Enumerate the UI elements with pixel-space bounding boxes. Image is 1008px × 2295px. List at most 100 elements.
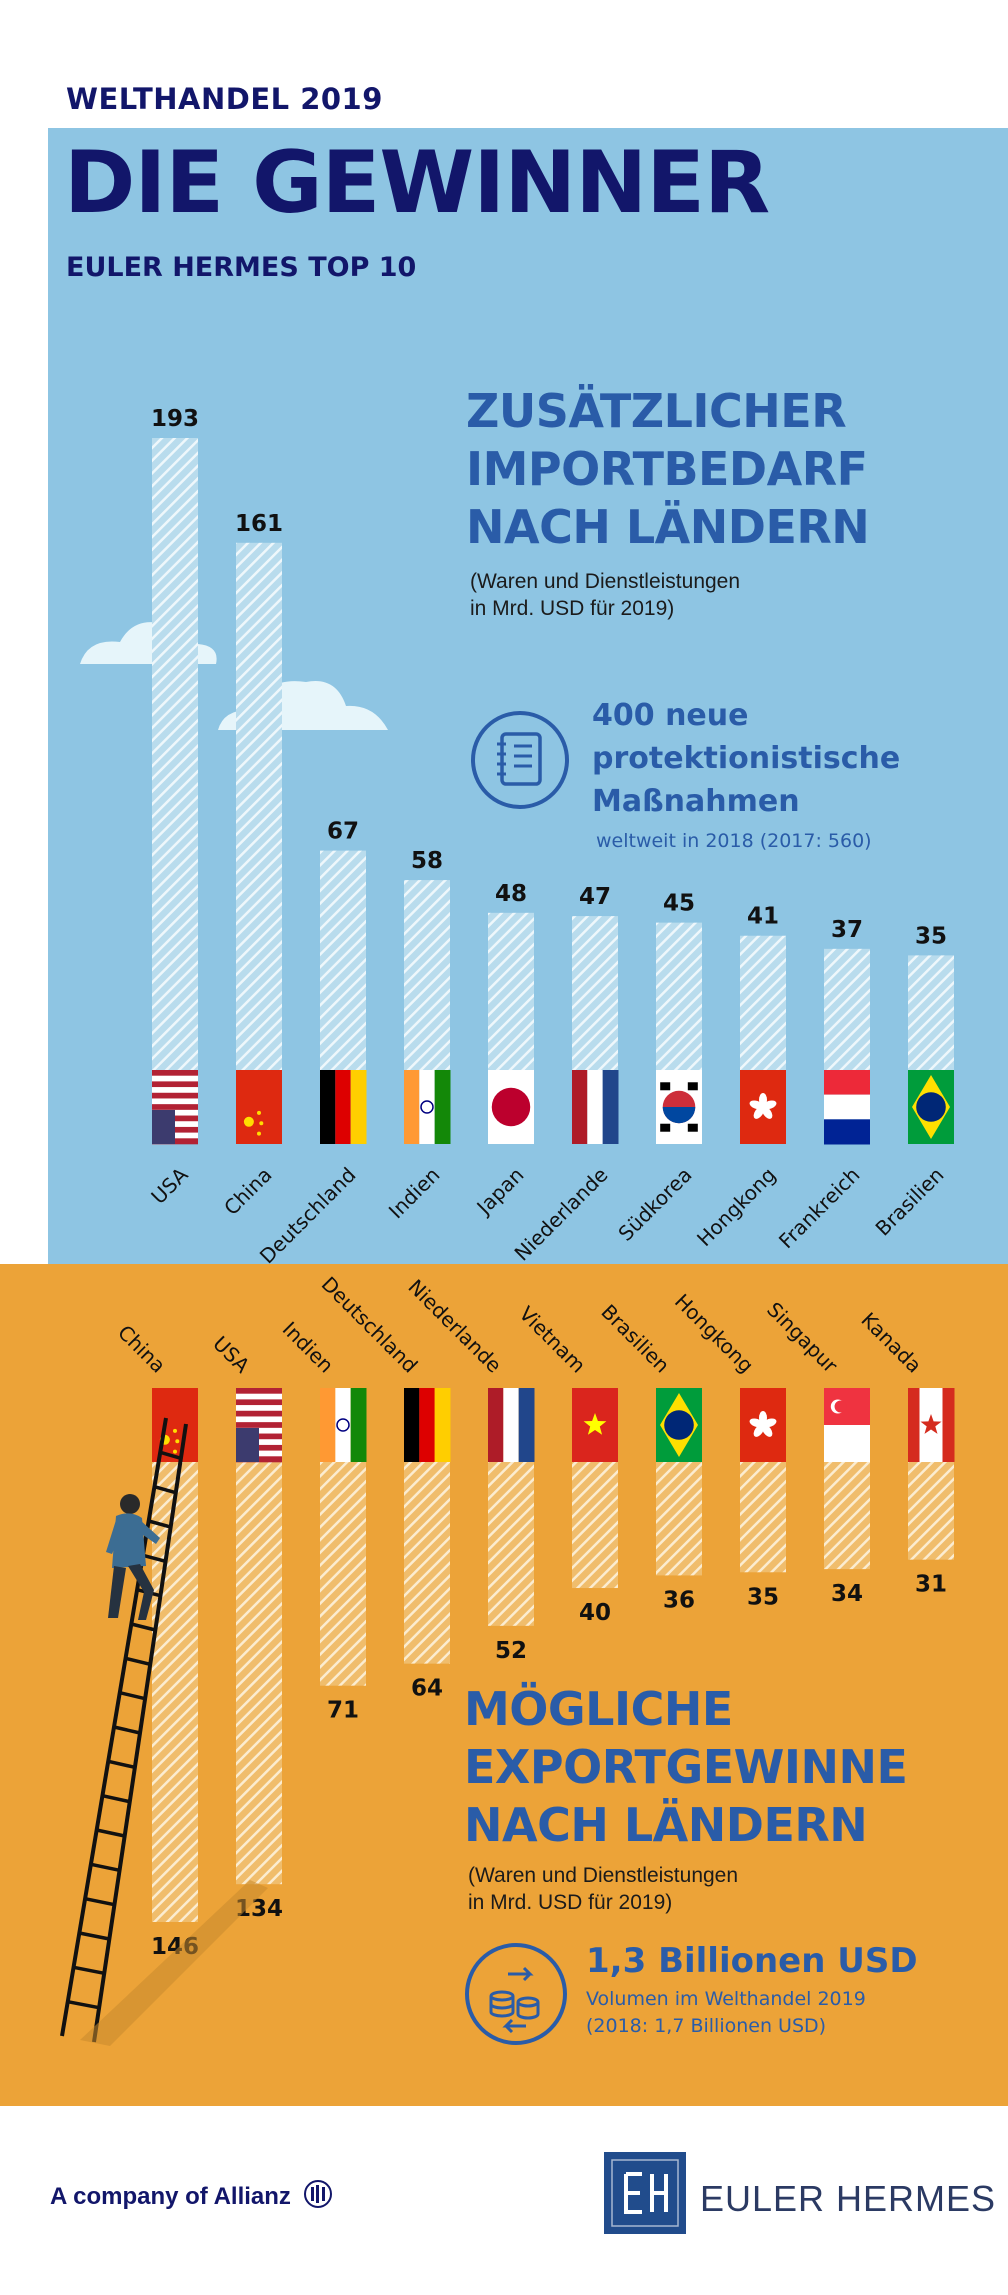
page-subtitle: EULER HERMES TOP 10: [66, 252, 417, 283]
trade-volume-note: Volumen im Welthandel 2019 (2018: 1,7 Bi…: [586, 1986, 866, 2040]
export-flags: [152, 1388, 955, 1463]
import-title-line: NACH LÄNDERN: [466, 500, 870, 554]
import-bar-china: [236, 542, 282, 1070]
import-value-label: 47: [579, 884, 611, 910]
flag-usa-icon: [152, 1070, 198, 1145]
brand-name: EULER HERMES: [700, 2178, 997, 2219]
flag-brasilien-icon: [908, 1070, 954, 1144]
flag-china-icon: [236, 1070, 282, 1144]
import-value-label: 45: [663, 891, 695, 917]
export-value-label: 71: [327, 1698, 359, 1724]
export-bar-indien: [320, 1462, 366, 1686]
export-bar-china: [152, 1462, 198, 1922]
export-title-line: NACH LÄNDERN: [464, 1798, 868, 1852]
import-title-line: ZUSÄTZLICHER: [466, 384, 847, 438]
import-category-label: USA: [146, 1162, 192, 1208]
export-bar-vietnam: [572, 1462, 618, 1589]
import-bar-sdkorea: [656, 922, 702, 1070]
flag-sdkorea-icon: [656, 1070, 702, 1144]
export-category-label: Indien: [278, 1317, 339, 1378]
kicker: WELTHANDEL 2019: [66, 82, 383, 116]
flag-usa-icon: [236, 1388, 282, 1463]
export-category-label: Vietnam: [515, 1302, 591, 1378]
trade-volume-note-line: Volumen im Welthandel 2019: [586, 1988, 866, 2010]
import-category-label: Frankreich: [774, 1163, 865, 1254]
import-flags: [152, 1070, 954, 1145]
protection-callout: 400 neue protektionistische Maßnahmen: [592, 694, 900, 823]
import-title-line: IMPORTBEDARF: [466, 442, 868, 496]
import-bar-usa: [152, 438, 198, 1070]
ladder-illustration: [60, 1417, 268, 2046]
allianz-logo-icon: [303, 2180, 332, 2208]
export-category-label: Singapur: [762, 1297, 843, 1378]
coins-exchange-icon: [464, 1942, 568, 2046]
import-value-label: 37: [831, 917, 863, 943]
trade-volume-note-line: (2018: 1,7 Billionen USD): [586, 2015, 827, 2037]
import-category-label: Hongkong: [692, 1163, 780, 1251]
flag-kanada-icon: [908, 1388, 955, 1462]
protection-callout-line: Maßnahmen: [592, 784, 800, 819]
export-category-label: Kanada: [856, 1308, 926, 1378]
export-value-label: 35: [747, 1584, 779, 1610]
export-value-label: 40: [579, 1600, 611, 1626]
import-bar-japan: [488, 912, 534, 1070]
allianz-tagline: A company of Allianz: [50, 2180, 332, 2211]
import-category-label: Japan: [471, 1163, 529, 1221]
export-bar-hongkong: [740, 1462, 786, 1573]
flag-japan-icon: [488, 1070, 534, 1144]
euler-hermes-logo: [604, 2152, 686, 2234]
flag-vietnam-icon: [572, 1388, 618, 1462]
export-bars: [152, 1462, 954, 1922]
export-bar-niederlande: [488, 1462, 534, 1626]
flag-indien-icon: [320, 1388, 367, 1462]
import-value-label: 58: [411, 848, 443, 874]
flag-niederlande-icon: [572, 1070, 619, 1144]
flag-deutschland-icon: [320, 1070, 367, 1144]
flag-hongkong-icon: [740, 1388, 786, 1462]
import-title: ZUSÄTZLICHER IMPORTBEDARF NACH LÄNDERN: [466, 382, 870, 556]
protection-callout-line: 400 neue: [592, 698, 749, 733]
import-category-label: China: [219, 1163, 276, 1220]
export-title-line: MÖGLICHE: [464, 1682, 733, 1736]
import-value-label: 35: [915, 923, 947, 949]
import-bar-hongkong: [740, 935, 786, 1070]
export-bar-brasilien: [656, 1462, 702, 1576]
flag-deutschland-icon: [404, 1388, 451, 1462]
import-bar-indien: [404, 880, 450, 1070]
import-value-label: 48: [495, 881, 527, 907]
import-bar-niederlande: [572, 916, 618, 1070]
trade-volume-headline: 1,3 Billionen USD: [586, 1941, 918, 1981]
export-category-label: China: [113, 1320, 170, 1377]
import-value-labels: 193 161 67 58 48 47 45 41 37 35: [151, 406, 947, 949]
climber-figure: [106, 1494, 160, 1620]
export-title: MÖGLICHE EXPORTGEWINNE NACH LÄNDERN: [464, 1680, 908, 1854]
export-category-label: Brasilien: [596, 1300, 674, 1378]
flag-indien-icon: [404, 1070, 451, 1144]
export-bar-kanada: [908, 1462, 954, 1560]
footer: [0, 2106, 1008, 2295]
import-bar-frankreich: [824, 948, 870, 1070]
flag-frankreich-icon: [824, 1070, 870, 1145]
flag-niederlande-icon: [488, 1388, 535, 1462]
import-note-line: (Waren und Dienstleistungen: [470, 570, 741, 593]
import-bar-deutschland: [320, 850, 366, 1070]
flag-hongkong-icon: [740, 1070, 786, 1144]
export-note-line: (Waren und Dienstleistungen: [468, 1864, 739, 1887]
export-note-line: in Mrd. USD für 2019): [468, 1891, 673, 1914]
protection-callout-line: protektionistische: [592, 741, 901, 776]
flag-singapur-icon: [824, 1388, 870, 1462]
export-note: (Waren und Dienstleistungen in Mrd. USD …: [468, 1862, 738, 1916]
import-value-label: 67: [327, 819, 359, 845]
import-category-label: Brasilien: [871, 1163, 949, 1241]
export-value-label: 34: [831, 1581, 863, 1607]
notebook-icon: [470, 710, 570, 810]
export-category-label: Hongkong: [670, 1289, 758, 1377]
export-value-label: 64: [411, 1676, 443, 1702]
import-bars: [152, 438, 954, 1070]
import-category-label: Indien: [384, 1163, 445, 1224]
import-bar-brasilien: [908, 955, 954, 1070]
import-note-line: in Mrd. USD für 2019): [470, 597, 675, 620]
